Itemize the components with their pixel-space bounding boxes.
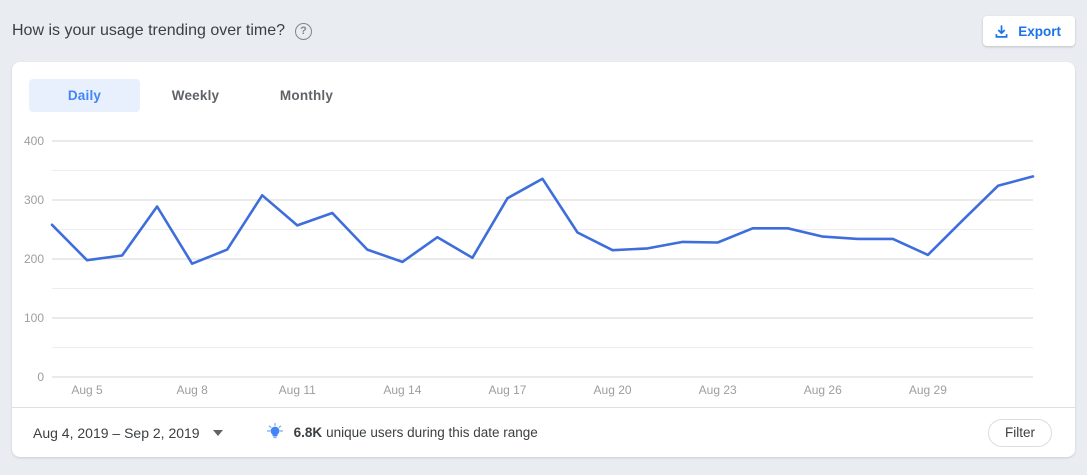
svg-text:Aug 29: Aug 29 <box>909 383 947 397</box>
tab-monthly[interactable]: Monthly <box>279 88 334 103</box>
svg-text:300: 300 <box>24 193 44 207</box>
svg-text:Aug 5: Aug 5 <box>71 383 103 397</box>
insight-text: 6.8K unique users during this date range <box>293 425 538 440</box>
help-icon[interactable]: ? <box>295 22 313 40</box>
date-range-label: Aug 4, 2019 – Sep 2, 2019 <box>33 424 200 441</box>
export-button-label: Export <box>1018 23 1061 39</box>
svg-text:Aug 20: Aug 20 <box>594 383 632 397</box>
svg-text:Aug 17: Aug 17 <box>488 383 526 397</box>
lightbulb-icon <box>265 422 285 443</box>
svg-text:Aug 26: Aug 26 <box>804 383 842 397</box>
export-button[interactable]: Export <box>983 16 1075 46</box>
usage-line-chart: 0 100 200 300 400 Aug 5 Aug 8 Aug 11 Aug 14 Aug 1… <box>12 112 1075 407</box>
page-title: How is your usage trending over time? <box>12 22 286 39</box>
page-header: How is your usage trending over time? ? … <box>0 0 1087 62</box>
svg-text:400: 400 <box>24 134 44 148</box>
filter-button[interactable]: Filter <box>988 418 1052 447</box>
usage-card: Daily Weekly Monthly 0 100 200 300 400 Aug 5 A… <box>12 62 1075 457</box>
download-icon <box>993 23 1010 40</box>
svg-text:Aug 14: Aug 14 <box>383 383 421 397</box>
svg-text:200: 200 <box>24 252 44 266</box>
chevron-down-icon <box>212 429 223 436</box>
date-range-selector[interactable]: Aug 4, 2019 – Sep 2, 2019 <box>33 425 223 441</box>
svg-text:0: 0 <box>37 370 44 384</box>
card-footer: Aug 4, 2019 – Sep 2, 2019 6.8K unique use… <box>12 407 1075 457</box>
svg-text:100: 100 <box>24 311 44 325</box>
svg-text:Aug 23: Aug 23 <box>699 383 737 397</box>
svg-text:Aug 11: Aug 11 <box>279 383 316 397</box>
svg-text:Aug 8: Aug 8 <box>176 383 208 397</box>
tab-weekly[interactable]: Weekly <box>171 88 220 103</box>
insight-value: 6.8K <box>293 425 323 440</box>
granularity-tabs: Daily Weekly Monthly <box>12 62 1075 112</box>
tab-daily[interactable]: Daily <box>29 79 140 112</box>
line-chart-svg: 0 100 200 300 400 Aug 5 Aug 8 Aug 11 Aug 14 Aug 1… <box>24 134 1035 397</box>
insight-banner: 6.8K unique users during this date range <box>265 422 538 443</box>
